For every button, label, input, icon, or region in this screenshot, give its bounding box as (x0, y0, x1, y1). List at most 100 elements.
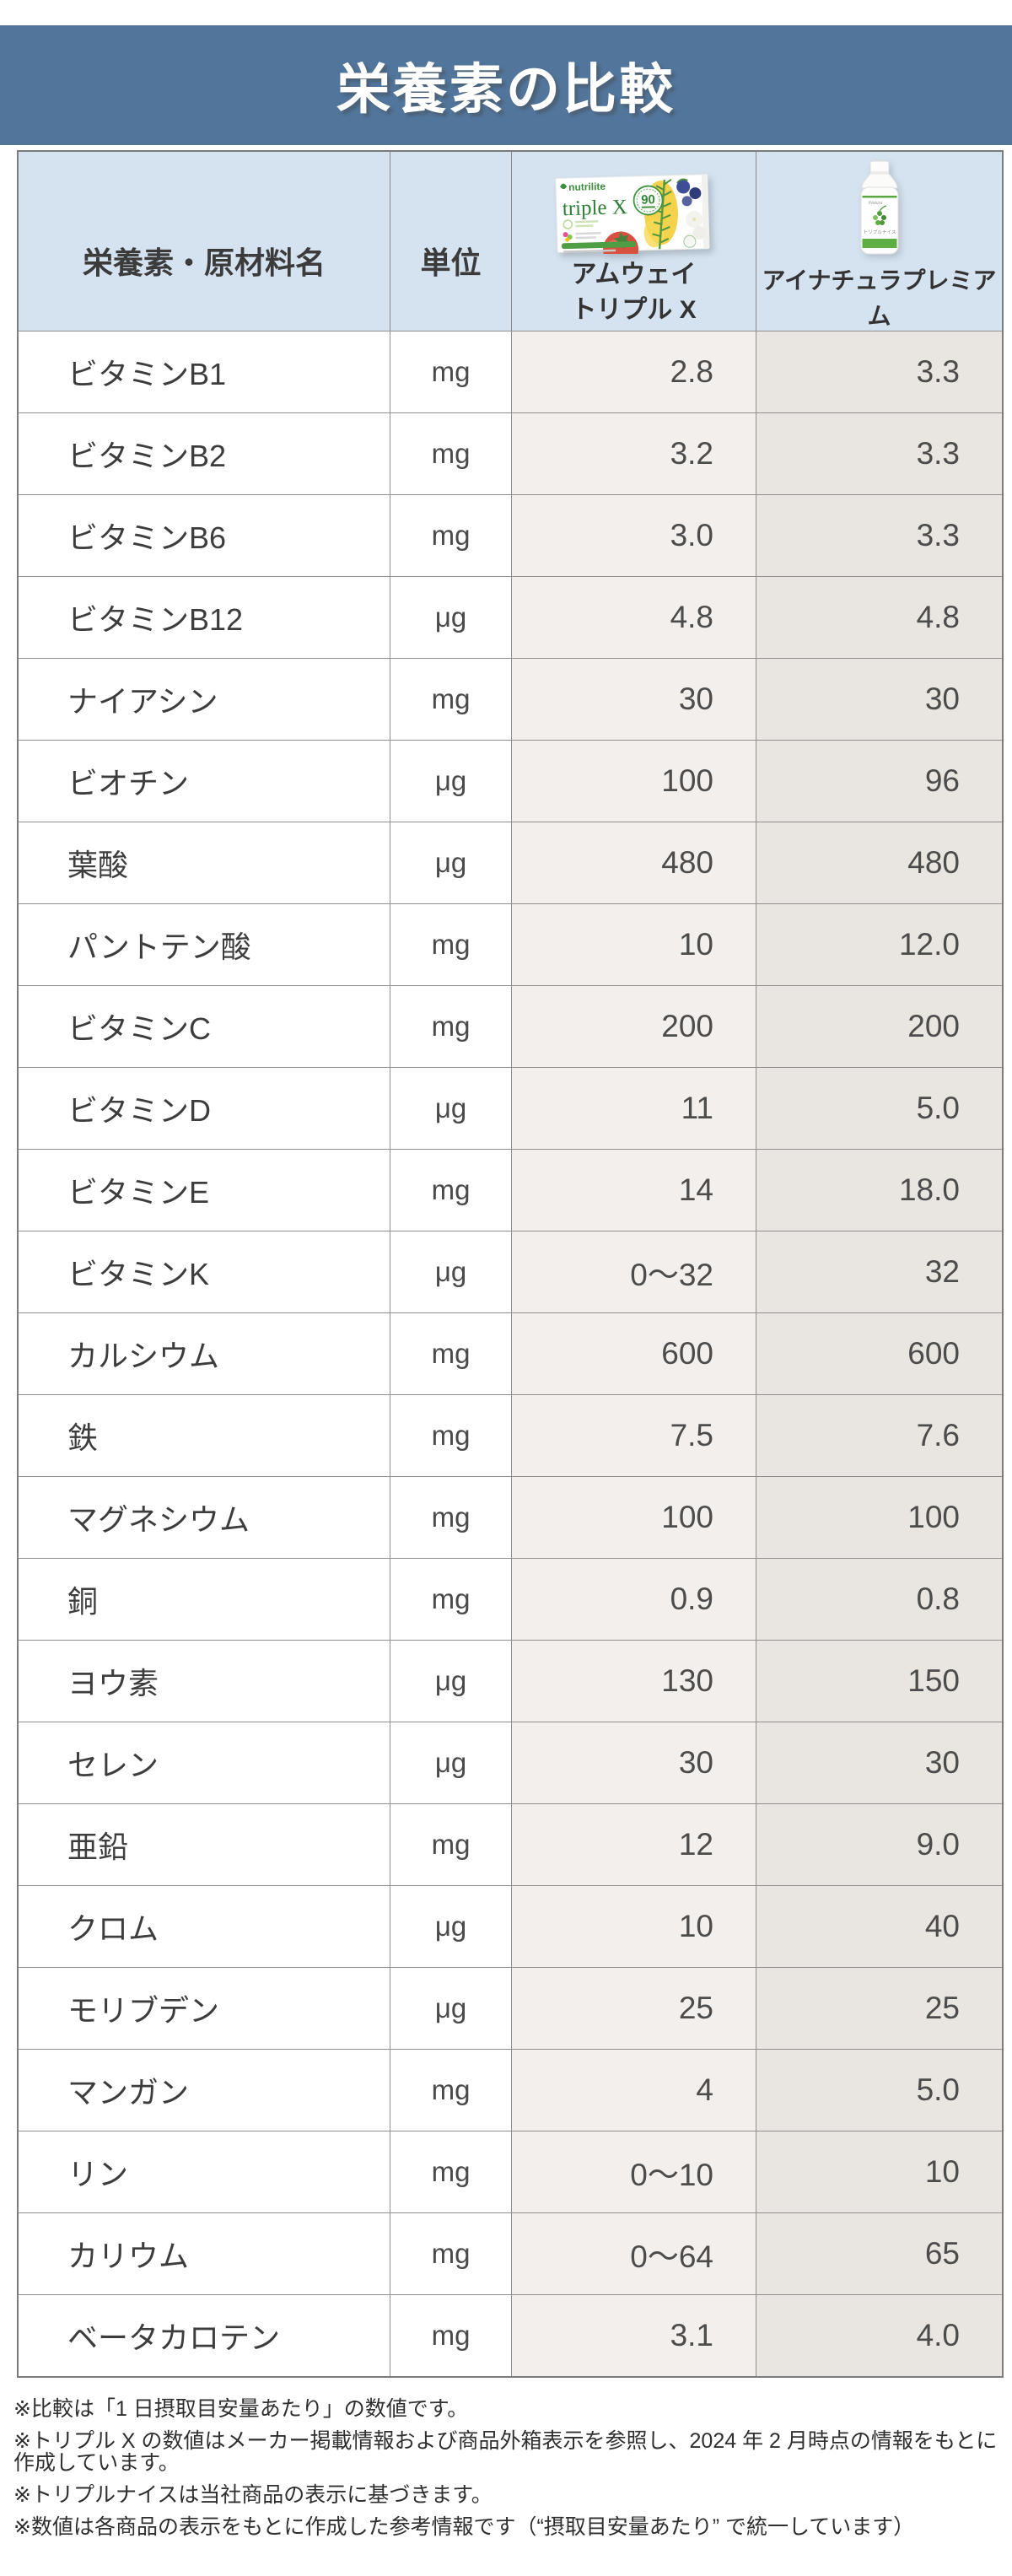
row-unit: μg (390, 1067, 511, 1149)
row-nutrient-name: ビタミンB2 (19, 412, 390, 494)
row-value-product1: 130 (511, 1640, 756, 1722)
table-row: 亜鉛 mg 12 9.0 (19, 1803, 1002, 1885)
table-row: ビオチン μg 100 96 (19, 740, 1002, 822)
row-unit: μg (390, 740, 511, 822)
row-value-product2: 5.0 (756, 2049, 1002, 2131)
table-row: ビタミンE mg 14 18.0 (19, 1149, 1002, 1231)
table-row: セレン μg 30 30 (19, 1722, 1002, 1803)
row-value-product1: 12 (511, 1803, 756, 1885)
row-unit: mg (390, 1394, 511, 1476)
row-nutrient-name: ビタミンD (19, 1067, 390, 1149)
row-value-product1: 10 (511, 903, 756, 985)
row-unit: mg (390, 1803, 511, 1885)
table-row: マグネシウム mg 100 100 (19, 1476, 1002, 1558)
row-value-product2: 4.8 (756, 576, 1002, 658)
row-unit: mg (390, 985, 511, 1067)
table-row: モリブデン μg 25 25 (19, 1967, 1002, 2049)
row-nutrient-name: クロム (19, 1885, 390, 1967)
row-value-product1: 2.8 (511, 331, 756, 412)
table-row: ビタミンB12 μg 4.8 4.8 (19, 576, 1002, 658)
product1-label-line1: アムウェイ (571, 261, 697, 288)
svg-text:90: 90 (640, 192, 654, 207)
row-unit: mg (390, 1312, 511, 1394)
row-unit: μg (390, 1885, 511, 1967)
row-value-product2: 3.3 (756, 494, 1002, 576)
row-value-product2: 10 (756, 2131, 1002, 2212)
svg-text:nutrilite: nutrilite (568, 181, 606, 193)
table-row: 葉酸 μg 480 480 (19, 822, 1002, 903)
table-row: マンガン mg 4 5.0 (19, 2049, 1002, 2131)
row-value-product2: 480 (756, 822, 1002, 903)
table-header: 栄養素・原材料名 単位 (19, 152, 1002, 369)
row-value-product2: 3.3 (756, 412, 1002, 494)
row-unit: mg (390, 331, 511, 412)
row-value-product1: 3.0 (511, 494, 756, 576)
row-value-product2: 0.8 (756, 1558, 1002, 1640)
row-value-product2: 65 (756, 2212, 1002, 2294)
table-row: ビタミンB6 mg 3.0 3.3 (19, 494, 1002, 576)
row-value-product1: 3.1 (511, 2294, 756, 2376)
row-unit: mg (390, 2212, 511, 2294)
table-row: 銅 mg 0.9 0.8 (19, 1558, 1002, 1640)
row-value-product1: 0〜64 (511, 2212, 756, 2294)
footnote-line: ※数値は各商品の表示をもとに作成した参考情報です（“摂取目安量あたり” で統一し… (13, 2515, 915, 2539)
row-value-product1: 25 (511, 1967, 756, 2049)
comparison-table: 栄養素・原材料名 単位 (17, 150, 1004, 2378)
row-value-product2: 25 (756, 1967, 1002, 2049)
header-unit: 単位 (390, 152, 511, 369)
table-row: ナイアシン mg 30 30 (19, 658, 1002, 740)
header-nutrient-name: 栄養素・原材料名 (82, 245, 326, 280)
row-unit: mg (390, 903, 511, 985)
row-unit: μg (390, 1640, 511, 1722)
row-nutrient-name: ビタミンB12 (19, 576, 390, 658)
svg-text:トリプルナイス: トリプルナイス (863, 229, 896, 235)
row-value-product2: 5.0 (756, 1067, 1002, 1149)
row-nutrient-name: セレン (19, 1722, 390, 1803)
row-value-product1: 200 (511, 985, 756, 1067)
table-row: パントテン酸 mg 10 12.0 (19, 903, 1002, 985)
row-value-product1: 30 (511, 1722, 756, 1803)
row-unit: mg (390, 494, 511, 576)
row-value-product2: 200 (756, 985, 1002, 1067)
row-value-product2: 18.0 (756, 1149, 1002, 1231)
row-value-product1: 0.9 (511, 1558, 756, 1640)
row-value-product2: 9.0 (756, 1803, 1002, 1885)
row-unit: mg (390, 2294, 511, 2376)
svg-text:iNatura: iNatura (869, 201, 882, 206)
row-value-product1: 10 (511, 1885, 756, 1967)
row-value-product1: 100 (511, 740, 756, 822)
row-unit: mg (390, 1149, 511, 1231)
table-row: リン mg 0〜10 10 (19, 2131, 1002, 2212)
row-unit: mg (390, 2049, 511, 2131)
row-value-product1: 3.2 (511, 412, 756, 494)
row-nutrient-name: ビタミンB6 (19, 494, 390, 576)
row-unit: mg (390, 412, 511, 494)
row-nutrient-name: 亜鉛 (19, 1803, 390, 1885)
table-row: 鉄 mg 7.5 7.6 (19, 1394, 1002, 1476)
row-value-product1: 7.5 (511, 1394, 756, 1476)
page: { "page": { "title": "栄養素の比較" }, "colors… (0, 25, 1012, 2576)
row-value-product2: 30 (756, 658, 1002, 740)
page-title: 栄養素の比較 (336, 59, 676, 120)
row-value-product1: 480 (511, 822, 756, 903)
row-value-product1: 600 (511, 1312, 756, 1394)
row-nutrient-name: カルシウム (19, 1312, 390, 1394)
row-value-product2: 32 (756, 1231, 1002, 1312)
row-nutrient-name: 銅 (19, 1558, 390, 1640)
row-value-product1: 30 (511, 658, 756, 740)
product2-image: iNatura トリプルナイス (860, 160, 898, 255)
row-unit: μg (390, 1722, 511, 1803)
footnote-line: ※トリプル X の数値はメーカー掲載情報および商品外箱表示を参照し、2024 年… (13, 2429, 998, 2475)
svg-text:triple X: triple X (562, 196, 627, 220)
table-row: ベータカロテン mg 3.1 4.0 (19, 2294, 1002, 2376)
row-nutrient-name: ビタミンE (19, 1149, 390, 1231)
row-nutrient-name: 鉄 (19, 1394, 390, 1476)
row-nutrient-name: ビタミンB1 (19, 331, 390, 412)
row-value-product1: 0〜32 (511, 1231, 756, 1312)
row-unit: μg (390, 576, 511, 658)
row-value-product2: 150 (756, 1640, 1002, 1722)
row-unit: mg (390, 1558, 511, 1640)
row-nutrient-name: ビタミンK (19, 1231, 390, 1312)
table-row: ビタミンK μg 0〜32 32 (19, 1231, 1002, 1312)
table-row: クロム μg 10 40 (19, 1885, 1002, 1967)
